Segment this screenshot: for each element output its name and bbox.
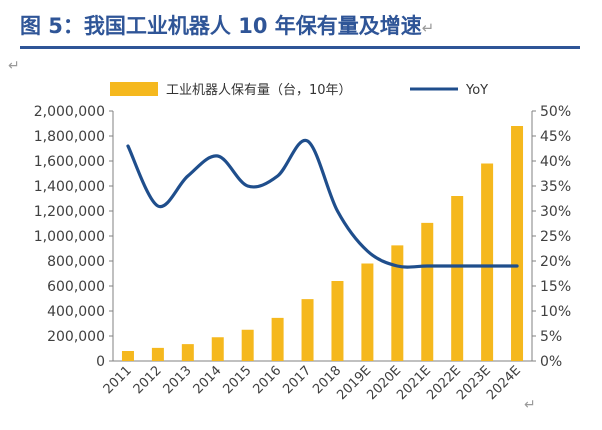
x-axis-tick-label: 2013	[161, 363, 195, 397]
legend-label-bar: 工业机器人保有量（台，10年）	[166, 83, 352, 98]
x-axis-tick-label: 2024E	[484, 363, 524, 403]
x-axis-tick-label: 2016	[250, 363, 284, 397]
bar	[271, 317, 284, 361]
left-axis-tick-label: 1,800,000	[34, 129, 105, 145]
x-axis-tick-label: 2012	[131, 363, 165, 397]
left-axis-tick-label: 1,600,000	[34, 154, 105, 170]
bar	[451, 196, 464, 361]
right-axis-tick-label: 10%	[540, 304, 571, 320]
legend-label-line: YoY	[465, 83, 488, 98]
right-axis-tick-label: 25%	[540, 229, 571, 245]
figure-title-row: 图 5：我国工业机器人 10 年保有量及增速↵	[20, 6, 580, 49]
bar	[301, 299, 314, 361]
left-axis-tick-label: 400,000	[47, 304, 105, 320]
right-axis-tick-label: 30%	[540, 204, 571, 220]
left-axis-tick-label: 2,000,000	[34, 104, 105, 120]
right-axis-tick-label: 45%	[540, 129, 571, 145]
return-mark: ↵	[524, 397, 536, 413]
left-axis-tick-label: 600,000	[47, 279, 105, 295]
right-axis-tick-label: 35%	[540, 179, 571, 195]
right-axis-tick-label: 0%	[540, 354, 562, 370]
right-axis-tick-label: 40%	[540, 154, 571, 170]
bar	[391, 245, 404, 361]
legend-swatch-bar	[110, 82, 158, 96]
x-axis-tick-label: 2017	[280, 363, 314, 397]
right-axis-tick-label: 15%	[540, 279, 571, 295]
figure-title-text: 图 5：我国工业机器人 10 年保有量及增速	[20, 14, 422, 38]
bar	[331, 281, 344, 361]
bar	[181, 344, 194, 361]
left-axis-tick-label: 800,000	[47, 254, 105, 270]
x-axis-tick-label: 2014	[191, 363, 225, 397]
bar	[151, 347, 164, 361]
left-axis-tick-label: 1,400,000	[34, 179, 105, 195]
right-axis-tick-label: 50%	[540, 104, 571, 120]
bar	[241, 329, 254, 361]
bar	[481, 163, 494, 361]
left-axis-tick-label: 0	[96, 354, 105, 370]
bar	[121, 351, 134, 361]
title-underline	[20, 46, 580, 49]
x-axis-tick-label: 2011	[101, 363, 135, 397]
return-mark: ↵	[421, 19, 435, 37]
bar	[511, 126, 524, 361]
right-axis-tick-label: 20%	[540, 254, 571, 270]
return-mark: ↵	[8, 58, 20, 74]
bar	[211, 337, 224, 361]
figure-title: 图 5：我国工业机器人 10 年保有量及增速↵	[20, 10, 434, 40]
bar	[361, 263, 374, 361]
left-axis-tick-label: 1,000,000	[34, 229, 105, 245]
right-axis-tick-label: 5%	[540, 329, 562, 345]
left-axis-tick-label: 200,000	[47, 329, 105, 345]
x-axis-tick-label: 2015	[220, 363, 254, 397]
left-axis-tick-label: 1,200,000	[34, 204, 105, 220]
bar	[421, 222, 434, 361]
